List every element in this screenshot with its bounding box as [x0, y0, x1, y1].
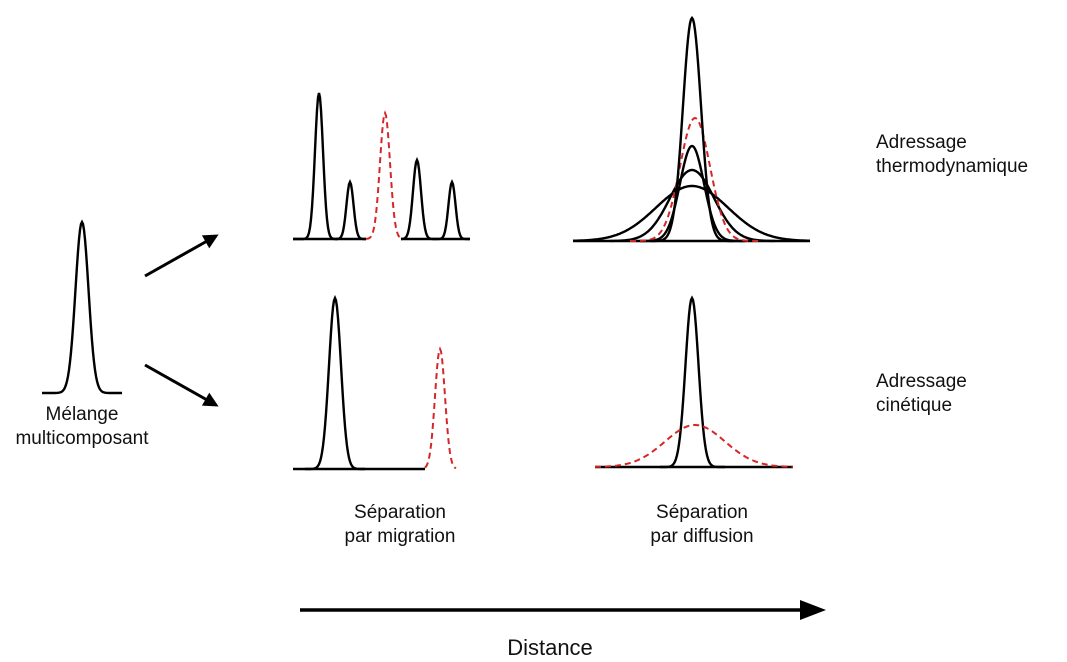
- kinetic-label-line1: Adressage: [876, 371, 967, 392]
- diffusion-label: Séparation par diffusion: [612, 501, 792, 549]
- arrow-to-migration: [144, 234, 219, 278]
- diffusion-label-line2: par diffusion: [650, 526, 754, 547]
- kinetic-label: Adressage cinétique: [876, 370, 1062, 418]
- migration-thermo-peak-2: [335, 178, 366, 241]
- mixture-label: Mélange multicomposant: [0, 403, 164, 451]
- migration-label-line2: par migration: [344, 526, 456, 547]
- thermo-label: Adressage thermodynamique: [876, 131, 1062, 179]
- distance-label: Distance: [507, 635, 593, 660]
- migration-thermo-peak-3: [400, 156, 436, 241]
- diffusion-label-line1: Séparation: [656, 502, 748, 523]
- migration-label-line1: Séparation: [354, 502, 446, 523]
- migration-label: Séparation par migration: [310, 501, 490, 549]
- diffusion-thermo-dashed: [630, 116, 760, 242]
- migration-kinetic-peak-dashed: [424, 346, 457, 470]
- migration-thermo-peak-1: [293, 92, 338, 241]
- diffusion-thermo-tall: [650, 15, 735, 243]
- distance-arrowhead: [800, 600, 826, 620]
- mixture-label-line1: Mélange: [45, 404, 119, 425]
- mixture-peak: [42, 219, 122, 395]
- diffusion-thermo-broad-1: [572, 184, 810, 242]
- thermo-label-line1: Adressage: [876, 132, 967, 153]
- migration-thermo-peak-dashed: [365, 110, 403, 240]
- diffusion-kinetic-dashed: [595, 424, 793, 468]
- diffusion-thermo-mid: [640, 144, 745, 243]
- kinetic-label-line2: cinétique: [876, 395, 953, 416]
- diffusion-kinetic-narrow: [660, 295, 725, 469]
- migration-kinetic-peak: [305, 294, 365, 471]
- mixture-label-line2: multicomposant: [15, 428, 149, 449]
- arrow-to-kinetic: [144, 363, 219, 407]
- thermo-label-line2: thermodynamique: [876, 156, 1029, 177]
- migration-thermo-peak-4: [436, 178, 470, 241]
- diffusion-thermo-broad-2: [610, 168, 775, 243]
